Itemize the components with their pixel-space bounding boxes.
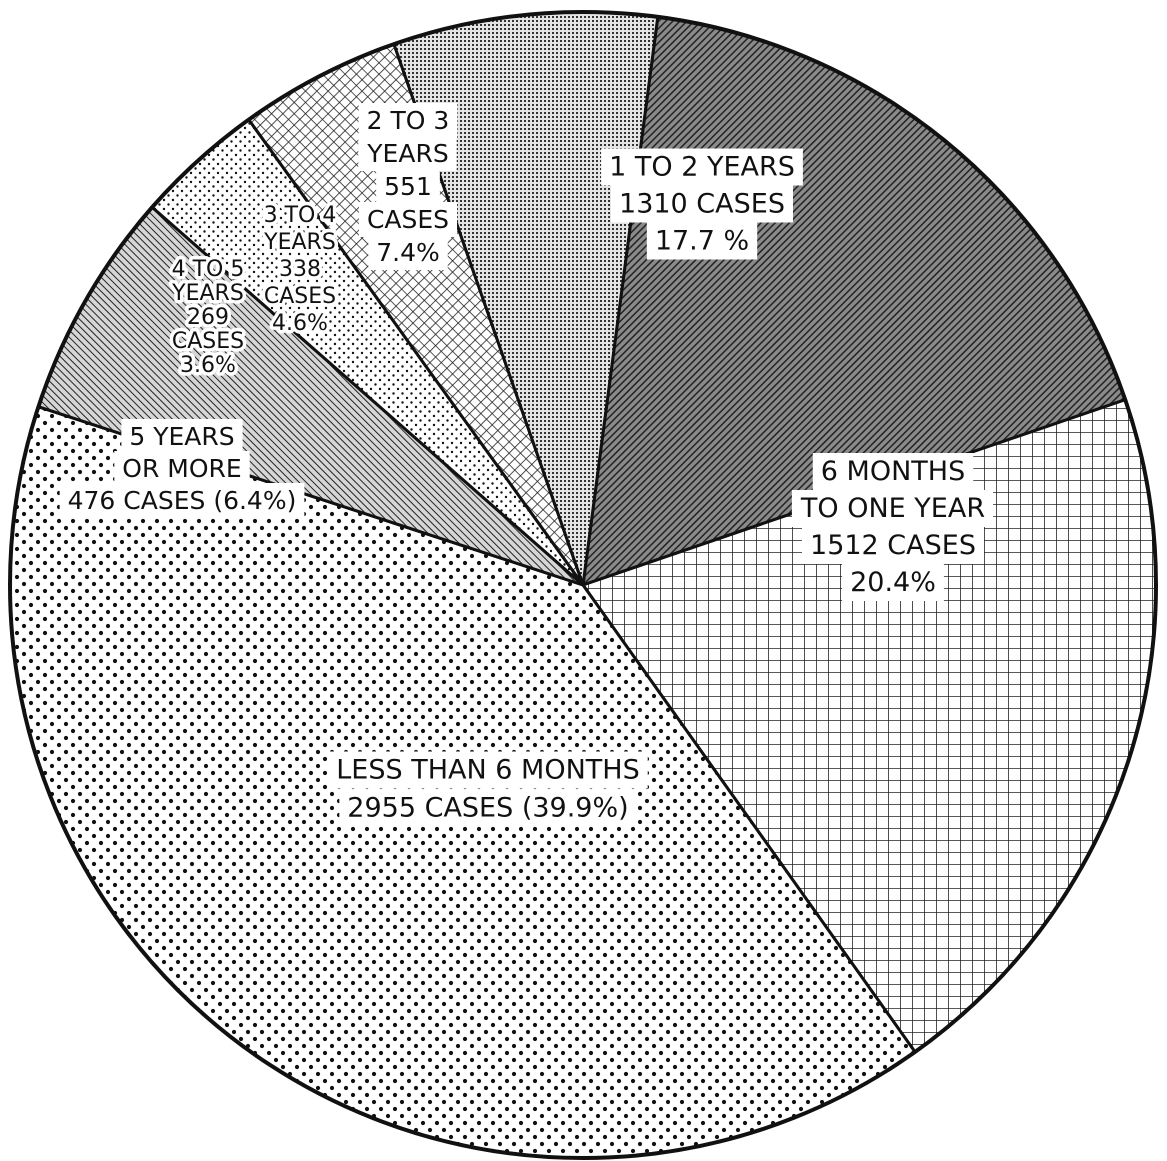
slice-label-6-line-4: CASES: [264, 284, 336, 309]
slice-label-7-line-3: 551: [384, 172, 432, 201]
slice-label-6-line-5: 4.6%: [272, 311, 328, 336]
slice-label-1-line-1: 1 TO 2 YEARS: [609, 152, 795, 183]
slice-label-2-line-4: 20.4%: [850, 567, 936, 598]
label-halo: 3 TO 4: [264, 203, 337, 228]
slice-label-6-line-1: 3 TO 4: [264, 203, 337, 228]
label-halo: YEARS: [171, 281, 244, 306]
label-halo: 269: [187, 305, 229, 330]
slice-label-2: 6 MONTHS TO ONE YEAR 1512 CASES 20.4%: [791, 453, 994, 601]
slice-label-5-line-1: 4 TO 5: [172, 257, 245, 282]
slice-label-5-line-3: 269: [187, 305, 229, 330]
slice-label-1-line-3: 17.7 %: [655, 226, 749, 257]
slice-label-5-line-4: CASES: [172, 329, 244, 354]
label-background: [802, 527, 984, 564]
label-background: [339, 789, 637, 827]
slice-label-5-line-2: YEARS: [171, 281, 244, 306]
label-background: [114, 451, 250, 486]
pie-slices: [8, 10, 1158, 1160]
slice-label-7-line-2: YEARS: [366, 139, 448, 168]
slice-label-3-line-2: 2955 CASES (39.9%): [347, 793, 628, 824]
label-halo: YEARS: [263, 230, 336, 255]
slice-label-6-line-3: 338: [279, 257, 321, 282]
slice-label-7-line-4: CASES: [367, 205, 449, 234]
slice-label-3: LESS THAN 6 MONTHS 2955 CASES (39.9%): [328, 751, 648, 827]
pie-outline: [8, 10, 1158, 1160]
label-background: [328, 751, 648, 789]
label-background: [601, 148, 803, 186]
slice-label-2-line-3: 1512 CASES: [810, 530, 976, 561]
slice-label-1: 1 TO 2 YEARS 1310 CASES 17.7 %: [601, 148, 803, 260]
label-background: [358, 103, 458, 138]
label-halo: CASES: [264, 284, 336, 309]
label-halo: 4.6%: [272, 311, 328, 336]
slice-label-5-line-5: 3.6%: [180, 353, 236, 378]
label-background: [368, 235, 448, 270]
label-halo: 3.6%: [180, 353, 236, 378]
label-background: [121, 419, 243, 454]
slice-label-6-line-2: YEARS: [263, 230, 336, 255]
label-halo: CASES: [172, 329, 244, 354]
slice-labels: 1 TO 2 YEARS 1310 CASES 17.7 % 6 MONTHS TO O…: [59, 103, 994, 827]
slice-label-4-line-3: 476 CASES (6.4%): [68, 486, 297, 515]
slice-label-7-line-5: 7.4%: [376, 238, 440, 267]
slice-label-4-line-2: OR MORE: [122, 454, 241, 483]
label-background: [611, 185, 793, 223]
label-background: [59, 483, 305, 518]
label-background: [791, 490, 994, 527]
slice-label-2-line-1: 6 MONTHS: [821, 456, 965, 487]
slice-label-4-line-1: 5 YEARS: [129, 422, 234, 451]
slice-label-2-line-2: TO ONE YEAR: [800, 493, 985, 524]
label-halo: 338: [279, 257, 321, 282]
slice-label-4: 5 YEARS OR MORE 476 CASES (6.4%): [59, 419, 305, 518]
label-background: [842, 564, 944, 601]
label-background: [646, 222, 758, 260]
slice-label-7-line-1: 2 TO 3: [367, 106, 450, 135]
label-halo: 4 TO 5: [172, 257, 245, 282]
slice-label-3-line-1: LESS THAN 6 MONTHS: [336, 755, 639, 786]
slice-label-7: 2 TO 3 YEARS 551 CASES 7.4%: [358, 103, 458, 270]
label-background: [812, 453, 974, 490]
label-background: [376, 169, 440, 204]
slice-label-1-line-2: 1310 CASES: [619, 189, 785, 220]
label-background: [358, 136, 457, 171]
label-background: [358, 202, 458, 237]
